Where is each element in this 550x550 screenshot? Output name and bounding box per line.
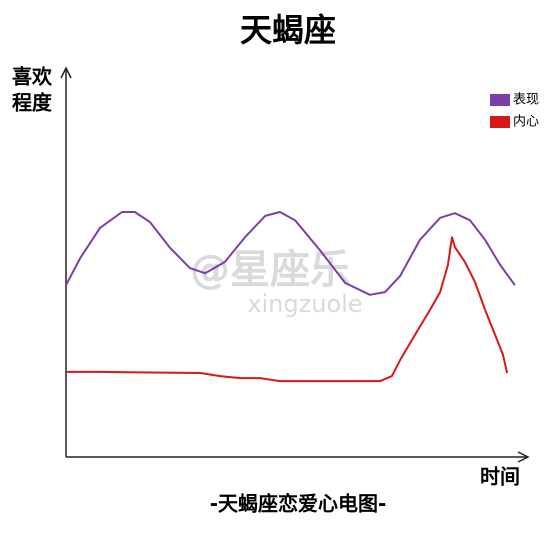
line-series (66, 236, 509, 383)
x-arrow (517, 451, 530, 463)
plot-area (65, 211, 516, 383)
subtitle: -天蝎座恋爱心电图- (210, 492, 387, 516)
legend-swatch (490, 94, 510, 106)
chart-title: 天蝎座 (240, 11, 336, 49)
watermark: xingzuole (247, 290, 362, 318)
x-label: 时间 (480, 465, 520, 489)
legend-label: 表现 (513, 93, 539, 108)
y-arrow (60, 66, 72, 79)
legend-label: 内心 (513, 114, 539, 130)
line-series (65, 211, 516, 296)
y-label: 程度 (12, 91, 53, 115)
y-label: 喜欢 (12, 65, 53, 89)
legend-swatch (490, 116, 510, 128)
watermark: @星座乐 (190, 247, 350, 293)
